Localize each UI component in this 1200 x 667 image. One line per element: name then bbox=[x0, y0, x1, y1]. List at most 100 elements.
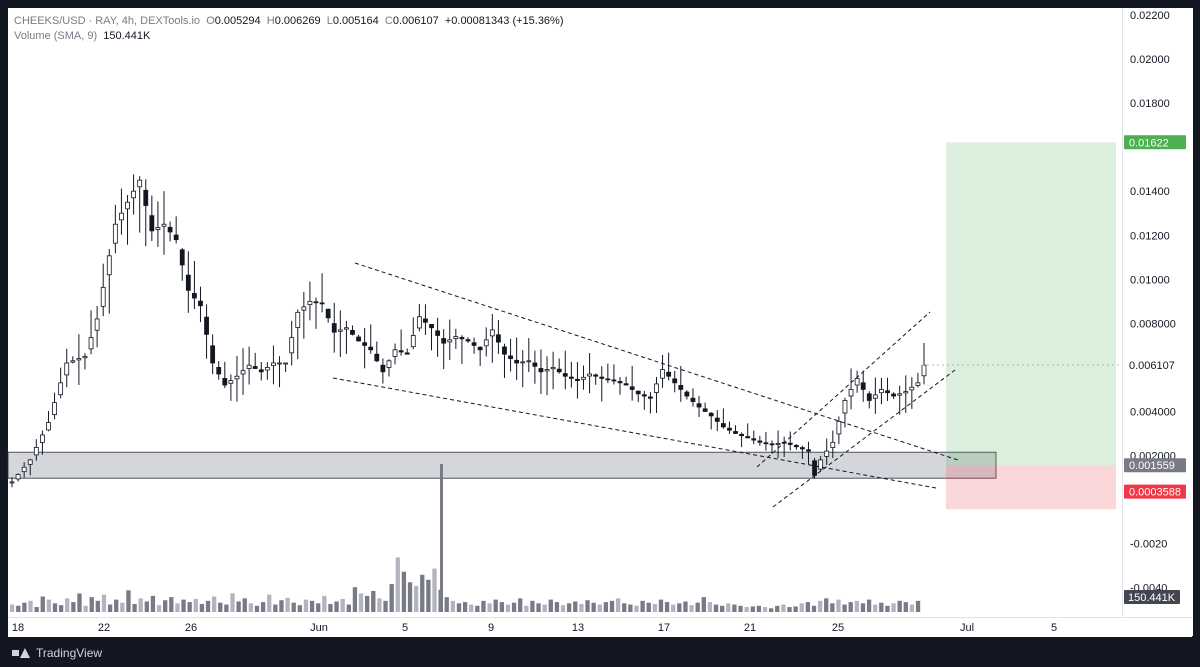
price-tick-label: 0.004000 bbox=[1130, 406, 1176, 418]
candle-down bbox=[179, 249, 185, 266]
candle-up bbox=[581, 376, 586, 380]
volume-bar bbox=[781, 604, 786, 612]
volume-bar bbox=[683, 601, 688, 612]
price-marker-label: 0.0003588 bbox=[1129, 487, 1181, 499]
candle-down bbox=[441, 338, 447, 344]
volume-bar bbox=[836, 599, 841, 612]
candle-up bbox=[410, 335, 416, 348]
volume-bar bbox=[897, 600, 902, 612]
volume-bar bbox=[291, 602, 296, 612]
price-tick-label: -0.0020 bbox=[1130, 539, 1167, 551]
candle-down bbox=[216, 366, 222, 375]
candle-down bbox=[495, 334, 501, 343]
candle-down bbox=[629, 386, 635, 390]
volume-bar bbox=[854, 600, 859, 612]
time-tick-label: 26 bbox=[185, 622, 197, 634]
volume-bar bbox=[230, 593, 235, 612]
volume-bar bbox=[720, 605, 725, 612]
volume-bar bbox=[95, 600, 101, 612]
volume-bar bbox=[799, 603, 804, 612]
volume-bar bbox=[440, 464, 443, 612]
volume-bar bbox=[83, 605, 88, 612]
volume-bar bbox=[787, 607, 792, 612]
price-scale[interactable] bbox=[1122, 8, 1193, 636]
channel-lower-line bbox=[772, 369, 956, 508]
volume-bar bbox=[34, 607, 39, 612]
volume-bar bbox=[817, 600, 823, 612]
candle-up bbox=[386, 360, 392, 368]
position-zones bbox=[7, 142, 1116, 510]
candle-down bbox=[331, 323, 337, 333]
chart-panel[interactable] bbox=[8, 8, 1122, 636]
volume-bar bbox=[144, 601, 149, 612]
candle-down bbox=[605, 378, 611, 381]
candle-up bbox=[161, 223, 167, 227]
candle-up bbox=[489, 329, 495, 337]
candle-down bbox=[362, 342, 368, 346]
volume-bar bbox=[909, 604, 915, 612]
volume-bar bbox=[450, 600, 456, 612]
volume-bar bbox=[352, 587, 358, 612]
volume-bar bbox=[267, 594, 272, 612]
volume-bar bbox=[175, 603, 180, 612]
candle-up bbox=[520, 361, 526, 364]
candle-down bbox=[787, 442, 793, 445]
volume-bar bbox=[628, 604, 633, 612]
candle-down bbox=[891, 393, 896, 397]
candle-up bbox=[416, 316, 422, 329]
volume-bar bbox=[77, 593, 82, 612]
tradingview-branding[interactable]: TradingView bbox=[12, 646, 102, 660]
volume-bar bbox=[701, 597, 706, 612]
volume-bar bbox=[560, 605, 566, 612]
volume-bar bbox=[573, 601, 578, 612]
volume-bar bbox=[377, 598, 382, 612]
candle-down bbox=[690, 397, 696, 402]
volume-bar bbox=[597, 604, 602, 612]
volume-bar bbox=[548, 599, 553, 612]
candle-down bbox=[684, 391, 690, 397]
candle-up bbox=[872, 394, 878, 399]
legend-volume-label: Volume (SMA, 9) bbox=[14, 30, 98, 42]
volume-bar bbox=[413, 585, 419, 612]
candle-up bbox=[119, 212, 124, 221]
brand-name: TradingView bbox=[36, 646, 103, 660]
candle-down bbox=[575, 378, 580, 382]
legend-volume: Volume (SMA, 9) 150.441K bbox=[14, 30, 150, 42]
candle-down bbox=[313, 301, 319, 304]
candle-down bbox=[769, 443, 775, 446]
volume-bar bbox=[401, 571, 407, 612]
tradingview-logo-icon bbox=[12, 648, 30, 658]
price-marker-tag bbox=[1124, 458, 1186, 473]
price-marker-tag bbox=[1124, 484, 1186, 499]
candle-down bbox=[514, 359, 520, 364]
volume-bar bbox=[138, 598, 143, 612]
candle-up bbox=[842, 400, 848, 414]
candle-up bbox=[660, 369, 665, 379]
candle-down bbox=[319, 302, 325, 305]
volume-bar bbox=[71, 602, 76, 612]
candle-up bbox=[234, 375, 240, 380]
volume-bar bbox=[738, 605, 743, 612]
candle-up bbox=[453, 336, 459, 339]
volume-bar bbox=[254, 605, 260, 612]
volume-bar bbox=[848, 602, 853, 612]
volume-bar bbox=[432, 568, 437, 612]
volume-bar bbox=[395, 557, 400, 612]
candle-up bbox=[76, 358, 82, 361]
volume-bar bbox=[830, 603, 835, 612]
candle-up bbox=[21, 466, 27, 473]
volume-bar bbox=[218, 602, 223, 612]
candle-up bbox=[27, 459, 33, 465]
candle-up bbox=[228, 380, 234, 384]
support-zone bbox=[7, 451, 997, 479]
candle-up bbox=[137, 179, 143, 188]
volume-bar bbox=[768, 608, 774, 612]
candle-down bbox=[204, 316, 209, 335]
time-scale[interactable] bbox=[8, 617, 1192, 637]
candle-down bbox=[167, 226, 173, 233]
volume-bar bbox=[487, 603, 492, 612]
volume-bar bbox=[132, 603, 137, 612]
candle-up bbox=[52, 402, 57, 415]
